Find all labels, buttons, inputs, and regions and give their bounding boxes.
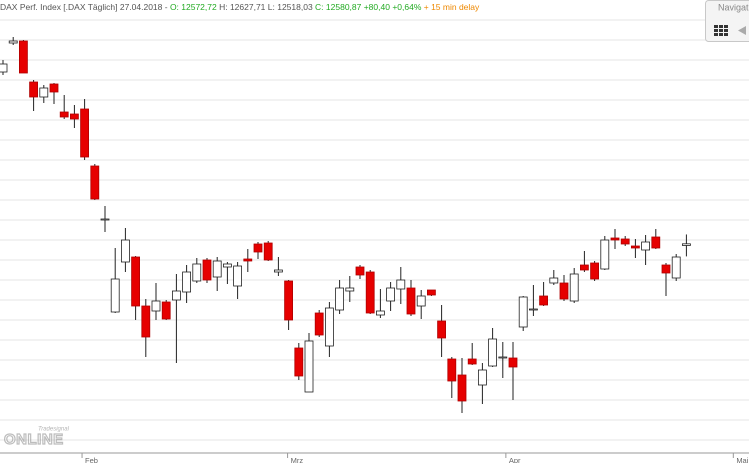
header: DAX Perf. Index [.DAX Täglich] 27.04.201… — [0, 2, 480, 12]
candle-body — [641, 241, 650, 251]
candle-body — [8, 40, 18, 44]
candle-body — [202, 259, 212, 281]
candle-body — [294, 347, 304, 377]
candle-body — [182, 271, 192, 293]
candle-body — [243, 258, 253, 262]
candle-body — [396, 279, 406, 290]
candle-body — [661, 264, 671, 274]
candle-body — [386, 287, 396, 302]
candle-body — [671, 256, 681, 279]
candle-body — [600, 239, 610, 270]
candle-body — [263, 242, 273, 261]
candle-body — [324, 307, 334, 347]
candle-body — [406, 287, 416, 315]
candle-body — [580, 264, 589, 271]
candle-body — [457, 374, 467, 402]
candle-body — [549, 277, 559, 284]
candle-body — [631, 245, 640, 249]
header-part: + 15 min delay — [421, 2, 480, 12]
candle-body — [426, 289, 436, 296]
candle-body — [682, 243, 691, 246]
candle-body — [375, 310, 385, 316]
candle-body — [651, 236, 661, 249]
candle-body — [59, 111, 69, 118]
candle-body — [416, 295, 426, 307]
logo: Tradesignal ONLINE — [3, 427, 70, 449]
candle-body — [131, 256, 141, 307]
navigator-label: Navigat — [718, 2, 749, 12]
candle-body — [539, 295, 548, 306]
logo-bottom: ONLINE — [4, 431, 64, 448]
header-part: H: 12627,71 L: 12518,03 — [217, 2, 315, 12]
candle-body — [590, 262, 599, 280]
candle-body — [518, 296, 528, 328]
candle-body — [18, 40, 28, 74]
candle-body — [253, 243, 263, 253]
candle-body — [0, 63, 8, 73]
candle-body — [100, 218, 110, 221]
candle-body — [70, 113, 79, 120]
x-tick-label: Mai — [736, 456, 748, 463]
candle-body — [192, 263, 202, 282]
header-part: C: 12580,87 +80,40 +0,64% — [315, 2, 422, 12]
header-part: DAX Perf. Index [.DAX Täglich] 27.04.201… — [0, 2, 170, 12]
x-tick-label: Apr — [509, 456, 521, 463]
candle-body — [39, 87, 49, 98]
candle-body — [29, 81, 39, 98]
candle-body — [151, 300, 161, 312]
back-arrow[interactable] — [738, 26, 746, 35]
candle-body — [355, 266, 365, 276]
candle-body — [141, 305, 151, 338]
candle-body — [437, 320, 447, 339]
candle-body — [212, 260, 222, 278]
candle-body — [314, 312, 324, 336]
candle-body — [304, 340, 314, 393]
candle-body — [284, 280, 294, 321]
candle-body — [559, 282, 569, 300]
candle-body — [498, 356, 508, 359]
candle-body — [620, 238, 630, 245]
grid-icon[interactable] — [714, 25, 728, 36]
candle-body — [49, 83, 59, 93]
candle-body — [447, 358, 457, 382]
candle-body — [273, 269, 283, 273]
candle-body — [222, 263, 232, 268]
candle-body — [477, 369, 487, 386]
candle-body — [233, 265, 243, 287]
navigator-panel[interactable]: Navigat — [705, 0, 749, 42]
x-tick-label: Mrz — [291, 456, 304, 463]
candle-body — [529, 308, 538, 311]
candle-body — [121, 239, 130, 263]
candles — [0, 37, 691, 413]
candle-body — [365, 271, 375, 314]
header-part: O: 12572,72 — [170, 2, 217, 12]
candle-body — [345, 287, 355, 292]
candle-body — [161, 301, 171, 320]
candle-body — [488, 338, 498, 367]
candle-body — [90, 165, 100, 200]
candle-body — [467, 358, 477, 365]
x-tick-label: Feb — [85, 456, 98, 463]
candle-body — [80, 108, 89, 158]
candle-body — [110, 278, 120, 313]
logo-top: Tradesignal — [38, 427, 70, 433]
candle-body — [508, 357, 518, 368]
candle-body — [610, 237, 620, 241]
candle-body — [569, 273, 579, 302]
candle-body — [335, 287, 345, 311]
candle-body — [171, 290, 181, 301]
